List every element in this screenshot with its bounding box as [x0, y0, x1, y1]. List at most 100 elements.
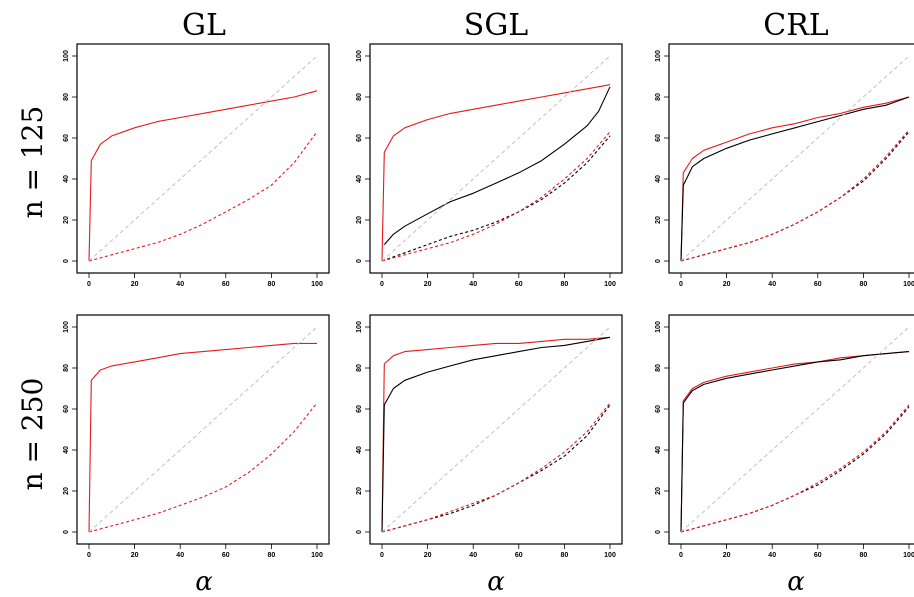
y-tick-label: 80 — [655, 93, 662, 101]
plot-frame — [76, 314, 330, 545]
x-tick-label: 100 — [903, 281, 914, 288]
panels: 0 20 40 60 80 100 0 20 40 60 80 100 0 20 40 60 80 100 0 20 4… — [63, 43, 914, 559]
x-tick-label: 20 — [131, 281, 139, 288]
x-tick-label: 40 — [176, 281, 184, 288]
y-tick-label: 80 — [356, 93, 363, 101]
series-red-solid-line — [88, 90, 318, 262]
series-reference-dashed-line — [88, 326, 318, 533]
y-tick-label: 100 — [63, 50, 70, 62]
y-tick-label: 60 — [63, 405, 70, 413]
series-reference-dashed-line — [381, 326, 611, 533]
y-tick-label: 60 — [655, 405, 662, 413]
y-tick-label: 0 — [356, 259, 363, 263]
x-tick-label: 100 — [903, 552, 914, 559]
series-reference-dashed-line — [88, 55, 318, 262]
x-tick-label: 60 — [814, 281, 822, 288]
x-tick-label: 0 — [679, 552, 683, 559]
series-black-dashed-line — [680, 131, 910, 262]
x-tick-label: 60 — [515, 281, 523, 288]
y-tick-label: 40 — [356, 175, 363, 183]
y-tick-label: 80 — [63, 364, 70, 372]
column-title-sgl: SGL — [464, 8, 529, 43]
x-tick-label: 100 — [311, 552, 323, 559]
series-black-dashed-line — [381, 404, 611, 533]
y-tick-label: 60 — [655, 134, 662, 142]
x-tick-label: 0 — [679, 281, 683, 288]
x-tick-label: 20 — [723, 281, 731, 288]
y-tick-label: 100 — [356, 321, 363, 333]
series-black-solid-line — [381, 336, 611, 533]
panel-crl-n-125: 0 20 40 60 80 100 0 20 40 60 80 100 — [655, 43, 914, 288]
x-axis-label-sgl: α — [487, 567, 505, 597]
y-tick-label: 100 — [63, 321, 70, 333]
series-black-solid-line — [680, 351, 910, 533]
series-red-solid-line — [88, 342, 317, 533]
x-tick-label: 0 — [380, 552, 384, 559]
x-tick-label: 100 — [604, 552, 616, 559]
y-tick-label: 0 — [655, 259, 662, 263]
series-black-solid-line — [680, 96, 910, 262]
series-red-dashed-line — [680, 129, 910, 262]
plot-frame — [369, 43, 623, 274]
y-tick-label: 60 — [356, 405, 363, 413]
x-tick-label: 40 — [469, 552, 477, 559]
column-title-gl: GL — [182, 8, 226, 43]
plot-frame — [668, 43, 914, 274]
series-black-dashed-line — [381, 135, 611, 262]
series-black-solid-line — [383, 86, 611, 245]
y-tick-label: 20 — [356, 216, 363, 224]
x-tick-label: 60 — [515, 552, 523, 559]
y-tick-label: 40 — [63, 175, 70, 183]
x-tick-label: 20 — [131, 552, 139, 559]
x-tick-label: 40 — [768, 281, 776, 288]
panel-sgl-n-125: 0 20 40 60 80 100 0 20 40 60 80 100 — [356, 43, 623, 288]
x-tick-label: 0 — [87, 552, 91, 559]
series-black-dashed-line — [680, 406, 910, 533]
y-tick-label: 20 — [655, 216, 662, 224]
x-tick-label: 80 — [860, 552, 868, 559]
x-tick-label: 80 — [268, 552, 276, 559]
x-tick-label: 60 — [222, 281, 230, 288]
y-tick-label: 20 — [63, 216, 70, 224]
x-tick-label: 60 — [222, 552, 230, 559]
series-reference-dashed-line — [381, 55, 611, 262]
x-tick-label: 100 — [311, 281, 323, 288]
y-tick-label: 20 — [655, 487, 662, 495]
x-tick-label: 60 — [814, 552, 822, 559]
y-tick-label: 40 — [63, 446, 70, 454]
series-red-solid-line — [381, 84, 611, 262]
y-tick-label: 100 — [655, 321, 662, 333]
x-axis-label-crl: α — [787, 567, 805, 597]
y-tick-label: 80 — [63, 93, 70, 101]
x-tick-label: 100 — [604, 281, 616, 288]
panel-crl-n-250: 0 20 40 60 80 100 0 20 40 60 80 100 — [655, 314, 914, 559]
x-tick-label: 40 — [176, 552, 184, 559]
panel-sgl-n-250: 0 20 40 60 80 100 0 20 40 60 80 100 — [356, 314, 623, 559]
column-title-crl: CRL — [763, 8, 829, 43]
y-tick-label: 20 — [63, 487, 70, 495]
y-tick-label: 80 — [356, 364, 363, 372]
row-title-n125: n = 125 — [16, 106, 49, 219]
plot-frame — [369, 314, 623, 545]
y-tick-label: 40 — [655, 175, 662, 183]
series-red-solid-line — [381, 336, 611, 533]
series-red-dashed-line — [88, 131, 318, 262]
plot-frame — [76, 43, 330, 274]
x-tick-label: 0 — [380, 281, 384, 288]
x-tick-label: 40 — [768, 552, 776, 559]
x-tick-label: 20 — [723, 552, 731, 559]
y-tick-label: 100 — [356, 50, 363, 62]
y-tick-label: 0 — [63, 530, 70, 534]
x-tick-label: 40 — [469, 281, 477, 288]
series-red-solid-line — [680, 96, 910, 262]
y-tick-label: 100 — [655, 50, 662, 62]
series-red-dashed-line — [88, 402, 318, 533]
x-tick-label: 80 — [561, 281, 569, 288]
y-tick-label: 0 — [356, 530, 363, 534]
series-red-dashed-line — [381, 131, 611, 262]
panel-gl-n-125: 0 20 40 60 80 100 0 20 40 60 80 100 — [63, 43, 330, 288]
series-red-dashed-line — [381, 402, 611, 533]
y-tick-label: 40 — [655, 446, 662, 454]
x-tick-label: 80 — [561, 552, 569, 559]
